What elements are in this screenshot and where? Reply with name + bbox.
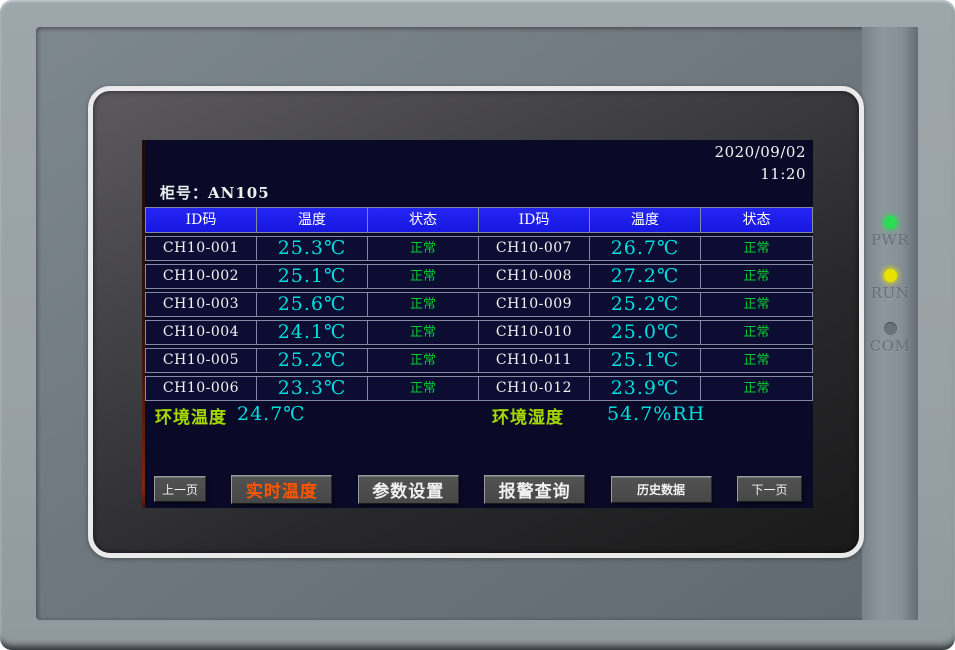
ambient-readings: 环境温度 24.7℃ 环境湿度 54.7%RH [145, 403, 813, 428]
history-data-button[interactable]: 历史数据 [610, 475, 712, 503]
com-led-indicator [883, 322, 897, 335]
realtime-temp-button[interactable]: 实时温度 [231, 474, 333, 504]
col-header-status-1: 状态 [368, 208, 479, 232]
channel-temp: 23.9℃ [590, 377, 701, 400]
nav-button-bar: 上一页 实时温度 参数设置 报警查询 历史数据 下一页 [154, 474, 802, 504]
channel-table: ID码 温度 状态 ID码 温度 状态 CH10-001 25.3℃ 正常 CH… [145, 207, 813, 404]
date-display: 2020/09/02 [714, 143, 806, 161]
time-display: 11:20 [760, 165, 806, 183]
table-row: CH10-001 25.3℃ 正常 CH10-007 26.7℃ 正常 [145, 236, 813, 261]
channel-temp: 25.1℃ [590, 349, 701, 372]
channel-temp: 26.7℃ [590, 237, 701, 260]
channel-status: 正常 [743, 241, 770, 256]
channel-temp: 25.1℃ [257, 265, 368, 288]
channel-status: 正常 [368, 293, 479, 316]
channel-temp: 25.0℃ [590, 321, 701, 344]
param-settings-button[interactable]: 参数设置 [357, 474, 459, 504]
alarm-query-button[interactable]: 报警查询 [484, 474, 586, 504]
pwr-led-label: PWR [870, 231, 910, 249]
channel-status: 正常 [368, 265, 479, 288]
channel-id: CH10-012 [479, 377, 590, 400]
com-led-label: COM [869, 337, 911, 355]
channel-id: CH10-001 [146, 237, 257, 260]
channel-status: 正常 [368, 377, 479, 400]
channel-status: 正常 [743, 381, 770, 396]
channel-id: CH10-002 [146, 265, 257, 288]
channel-temp: 25.2℃ [590, 293, 701, 316]
col-header-temp-2: 温度 [590, 208, 701, 232]
table-header-row: ID码 温度 状态 ID码 温度 状态 [145, 207, 813, 233]
run-led-indicator [883, 269, 897, 282]
channel-id: CH10-007 [479, 237, 590, 260]
table-row: CH10-006 23.3℃ 正常 CH10-012 23.9℃ 正常 [145, 376, 813, 401]
channel-id: CH10-008 [479, 265, 590, 288]
col-header-id-1: ID码 [146, 208, 257, 232]
channel-id: CH10-006 [146, 377, 257, 400]
run-led-block: RUN [862, 269, 918, 302]
prev-page-button[interactable]: 上一页 [154, 476, 206, 502]
channel-temp: 25.3℃ [257, 237, 368, 260]
channel-temp: 24.1℃ [257, 321, 368, 344]
status-leds: PWR RUN COM [862, 216, 918, 375]
channel-status: 正常 [743, 325, 770, 340]
channel-temp: 23.3℃ [257, 377, 368, 400]
ambient-humidity-label: 环境湿度 [492, 408, 564, 428]
ambient-humidity-value: 54.7%RH [607, 403, 706, 425]
channel-temp: 25.2℃ [257, 349, 368, 372]
table-row: CH10-002 25.1℃ 正常 CH10-008 27.2℃ 正常 [145, 264, 813, 289]
col-header-temp-1: 温度 [257, 208, 368, 232]
channel-id: CH10-011 [479, 349, 590, 372]
table-row: CH10-004 24.1℃ 正常 CH10-010 25.0℃ 正常 [145, 320, 813, 345]
channel-status: 正常 [743, 297, 770, 312]
channel-id: CH10-009 [479, 293, 590, 316]
com-led-block: COM [862, 322, 918, 355]
col-header-id-2: ID码 [479, 208, 590, 232]
channel-status: 正常 [743, 269, 770, 284]
table-row: CH10-003 25.6℃ 正常 CH10-009 25.2℃ 正常 [145, 292, 813, 317]
channel-id: CH10-010 [479, 321, 590, 344]
table-row: CH10-005 25.2℃ 正常 CH10-011 25.1℃ 正常 [145, 348, 813, 373]
col-header-status-2: 状态 [742, 212, 771, 228]
channel-temp: 27.2℃ [590, 265, 701, 288]
channel-status: 正常 [368, 321, 479, 344]
channel-status: 正常 [743, 353, 770, 368]
channel-id: CH10-005 [146, 349, 257, 372]
channel-status: 正常 [368, 237, 479, 260]
ambient-temp-value: 24.7℃ [237, 403, 306, 425]
ambient-temp-label: 环境温度 [155, 408, 227, 428]
next-page-button[interactable]: 下一页 [736, 476, 802, 502]
channel-id: CH10-003 [146, 293, 257, 316]
lcd-screen: 2020/09/02 11:20 柜号：AN105 ID码 温度 状态 ID码 … [142, 140, 813, 508]
run-led-label: RUN [870, 284, 910, 302]
pwr-led-indicator [883, 216, 897, 229]
channel-temp: 25.6℃ [257, 293, 368, 316]
pwr-led-block: PWR [862, 216, 918, 249]
channel-status: 正常 [368, 349, 479, 372]
channel-id: CH10-004 [146, 321, 257, 344]
cabinet-label: 柜号：AN105 [160, 184, 270, 202]
